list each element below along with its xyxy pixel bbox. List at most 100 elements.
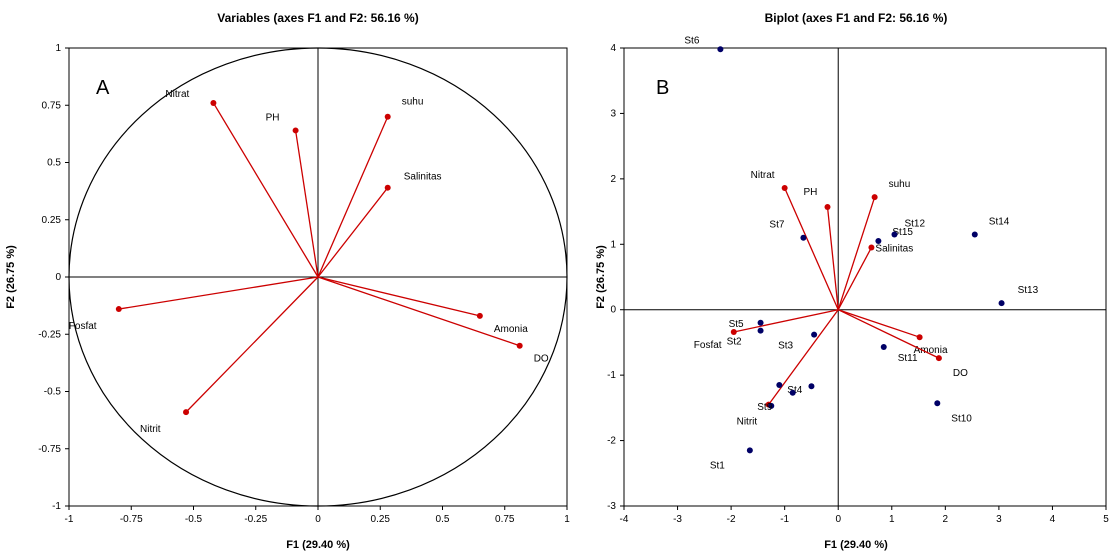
chart-a-vector-point-ph	[292, 127, 299, 134]
chart-b-x-tick-label: -1	[780, 514, 789, 525]
chart-b-vector-label-nitrat: Nitrat	[751, 170, 775, 181]
chart-b-point-st15	[875, 238, 882, 245]
chart-b-x-tick-label: 1	[889, 514, 895, 525]
chart-a-vector-label-salinitas: Salinitas	[404, 172, 442, 183]
chart-a-vector-amonia	[317, 276, 481, 317]
chart-b-y-tick-label: 0	[610, 305, 616, 316]
chart-a-x-tick-label: -0.25	[244, 514, 267, 525]
chart-b-vector-do	[837, 309, 940, 359]
chart-a-x-axis-label: F1 (29.40 %)	[286, 539, 350, 551]
chart-b-vector-label-nitrit: Nitrit	[737, 417, 758, 428]
chart-a-vector-point-fosfat	[115, 306, 122, 313]
chart-b-point-label-st13: St13	[1018, 285, 1039, 296]
chart-a-y-tick-label: 0.75	[42, 100, 62, 111]
chart-b-point-st12	[891, 231, 898, 238]
chart-b-y-tick-label: 1	[610, 239, 616, 250]
chart-b-vector-fosfat	[733, 309, 839, 333]
chart-b-point-st1	[746, 447, 753, 454]
chart-a-vector-fosfat	[118, 276, 319, 310]
chart-b-vector-suhu	[837, 196, 876, 310]
chart-b-point-label-st6: St6	[684, 35, 699, 46]
chart-a-y-tick-label: 0.25	[42, 215, 62, 226]
chart-a-y-tick-label: 1	[55, 43, 61, 54]
chart-a-y-tick-label: -0.25	[38, 329, 61, 340]
chart-a-x-tick-label: 0.5	[436, 514, 450, 525]
chart-a-vector-label-fosfat: Fosfat	[69, 321, 97, 332]
chart-a-vector-point-suhu	[384, 113, 391, 120]
chart-a-x-tick-label: 0	[315, 514, 321, 525]
chart-b-vector-label-do: DO	[953, 368, 968, 379]
chart-b-x-tick-label: -2	[727, 514, 736, 525]
chart-a-vector-point-nitrit	[183, 409, 190, 416]
chart-a-y-tick-label: -1	[52, 501, 61, 512]
chart-a-y-tick-label: -0.75	[38, 444, 61, 455]
chart-b-point-label-st4: St4	[787, 385, 802, 396]
chart-a-x-tick-label: -0.75	[120, 514, 143, 525]
chart-b: Biplot (axes F1 and F2: 56.16 %) B F1 (2…	[595, 11, 1109, 551]
chart-a-correlation-circle	[68, 47, 568, 507]
chart-a-y-tick-label: -0.5	[44, 387, 62, 398]
chart-b-point-st7	[800, 234, 807, 241]
chart-a-x-tick-label: -1	[65, 514, 74, 525]
chart-a-vector-label-suhu: suhu	[402, 97, 424, 108]
chart-b-vector-point-salinitas	[868, 244, 875, 251]
chart-a-title: Variables (axes F1 and F2: 56.16 %)	[217, 11, 418, 25]
chart-a-vector-nitrat	[212, 102, 319, 278]
chart-a-vector-point-amonia	[476, 312, 483, 319]
chart-b-point-label-st2: St2	[727, 337, 742, 348]
chart-b-x-tick-label: 0	[835, 514, 841, 525]
chart-b-vector-point-nitrat	[781, 185, 788, 192]
chart-b-x-tick-label: 4	[1050, 514, 1056, 525]
chart-a-x-tick-label: 0.75	[495, 514, 515, 525]
chart-b-vector-salinitas	[837, 247, 873, 311]
chart-b-point-st14	[971, 231, 978, 238]
chart-a-vector-suhu	[317, 116, 389, 278]
chart-a: Variables (axes F1 and F2: 56.16 %) A F1…	[5, 11, 570, 551]
chart-b-point-st6	[717, 46, 724, 53]
chart-a-x-tick-label: 1	[564, 514, 570, 525]
chart-a-vector-salinitas	[317, 187, 389, 278]
chart-b-point-label-st14: St14	[989, 216, 1010, 227]
chart-a-vector-label-ph: PH	[266, 112, 280, 123]
chart-b-y-tick-label: -2	[607, 436, 616, 447]
chart-b-point-st4	[776, 381, 783, 388]
chart-b-vector-amonia	[838, 309, 920, 338]
chart-b-panel-letter: B	[656, 77, 669, 99]
chart-b-title: Biplot (axes F1 and F2: 56.16 %)	[765, 11, 948, 25]
chart-b-x-axis-label: F1 (29.40 %)	[824, 539, 888, 551]
chart-b-vector-point-amonia	[916, 334, 923, 341]
chart-b-y-tick-label: 2	[610, 174, 616, 185]
chart-a-vector-do	[317, 276, 520, 347]
chart-b-x-tick-label: 3	[996, 514, 1002, 525]
chart-b-x-tick-label: -4	[620, 514, 629, 525]
chart-a-y-tick-label: 0	[55, 272, 61, 283]
chart-a-y-tick-label: 0.5	[47, 158, 61, 169]
chart-b-x-tick-label: -3	[673, 514, 682, 525]
chart-a-vector-label-nitrat: Nitrat	[165, 89, 189, 100]
chart-b-point-unlabeled-12	[789, 389, 796, 396]
chart-a-vector-label-nitrit: Nitrit	[140, 424, 161, 435]
chart-a-vector-ph	[294, 130, 319, 278]
chart-b-vector-label-suhu: suhu	[889, 179, 911, 190]
chart-a-x-tick-label: 0.25	[371, 514, 391, 525]
chart-b-y-tick-label: -3	[607, 501, 616, 512]
chart-b-y-tick-label: -1	[607, 370, 616, 381]
chart-b-point-label-st9: St9	[757, 402, 772, 413]
chart-b-point-st10	[934, 400, 941, 407]
chart-b-vector-point-ph	[824, 203, 831, 210]
chart-a-vector-label-do: DO	[534, 354, 549, 365]
chart-b-point-label-st3: St3	[778, 341, 793, 352]
chart-a-vector-nitrit	[185, 276, 319, 413]
chart-b-vector-nitrat	[784, 187, 839, 310]
chart-b-point-st3	[811, 331, 818, 338]
chart-b-point-label-st10: St10	[951, 413, 972, 424]
chart-b-vector-ph	[826, 206, 839, 310]
chart-b-x-tick-label: 5	[1103, 514, 1109, 525]
chart-b-point-label-st15: St15	[892, 227, 913, 238]
chart-b-y-axis-label: F2 (26.75 %)	[595, 245, 607, 309]
chart-b-vector-point-do	[935, 355, 942, 362]
chart-b-vector-point-suhu	[871, 194, 878, 201]
chart-b-point-label-st12: St12	[904, 218, 925, 229]
chart-b-point-label-st7: St7	[769, 220, 784, 231]
